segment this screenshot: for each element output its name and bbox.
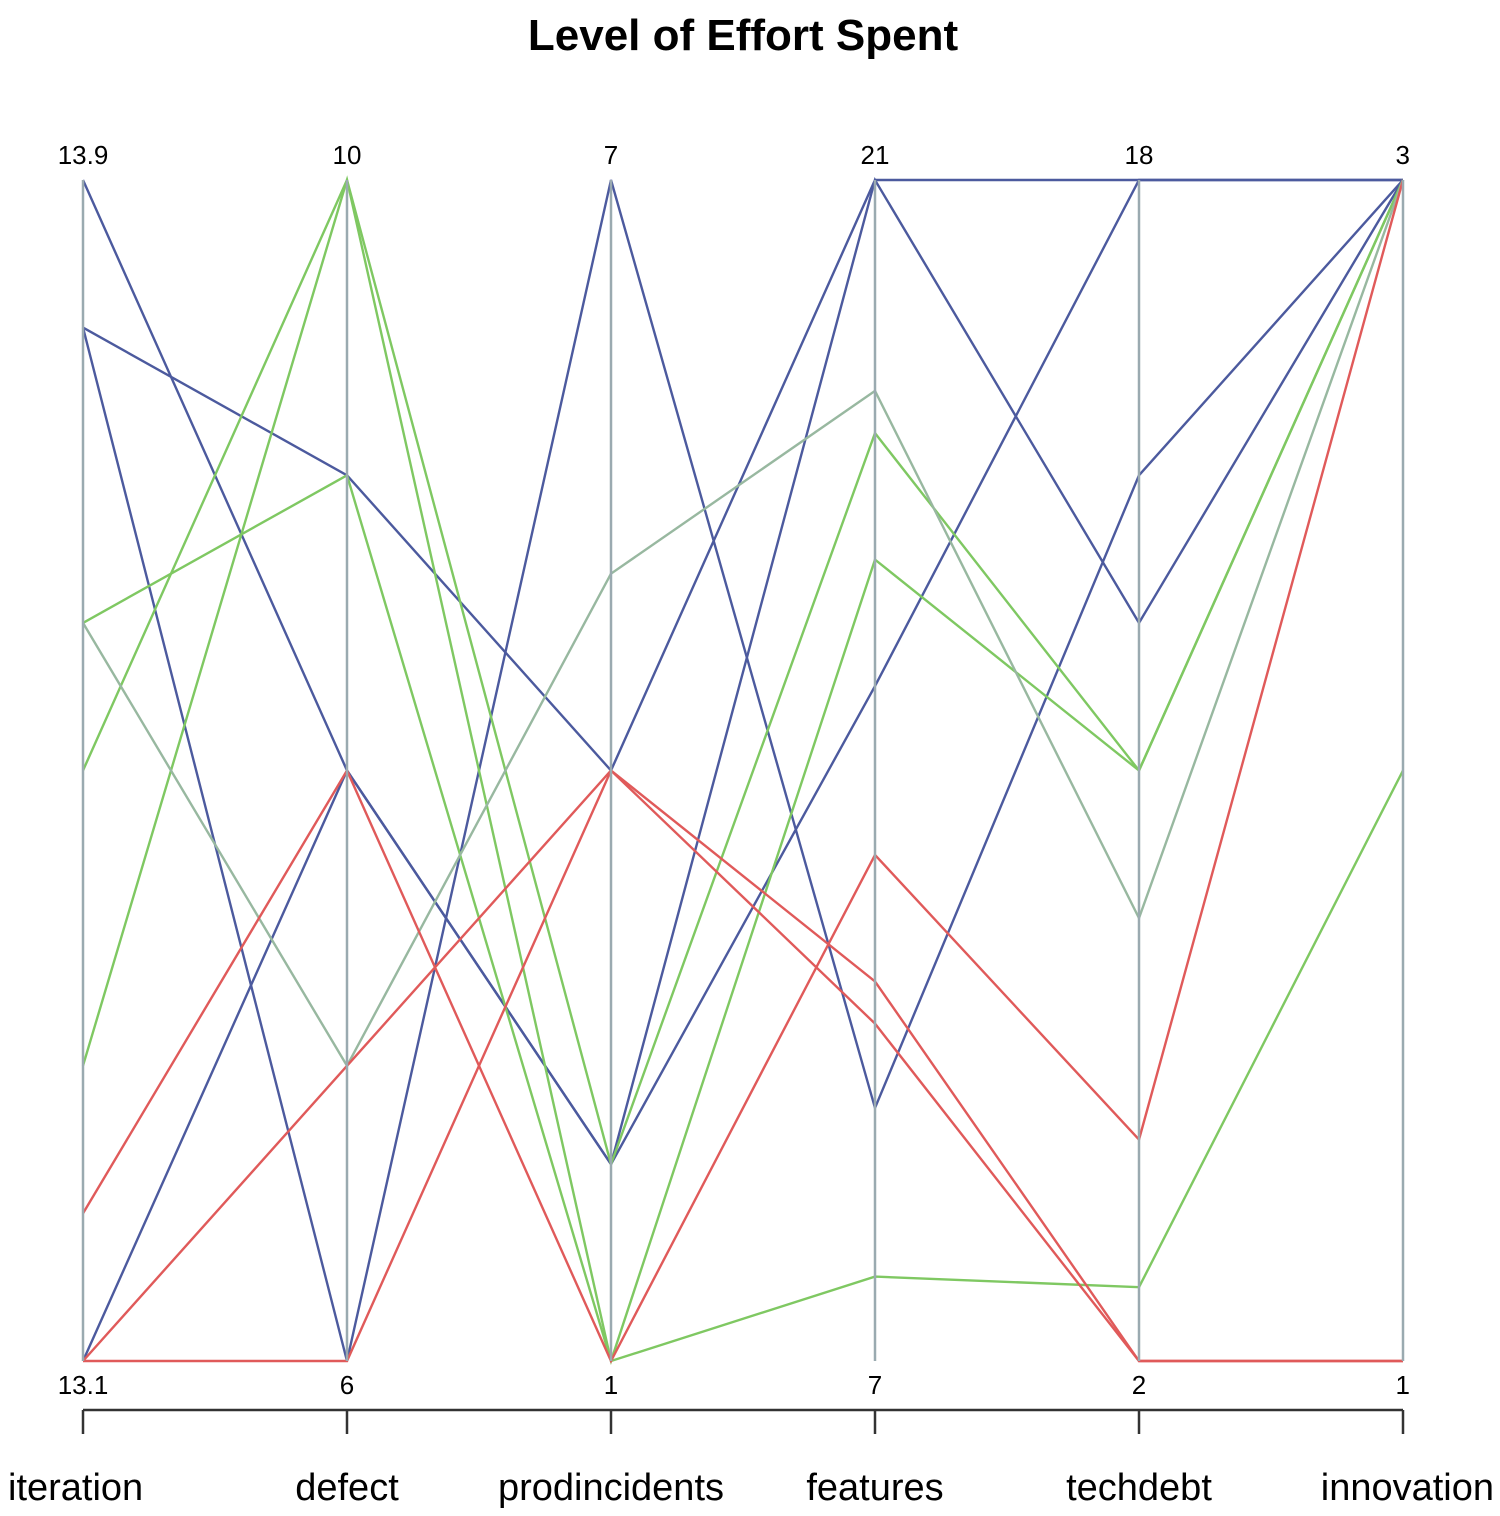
axis-max-label-prodincidents: 7	[604, 140, 618, 170]
axis-min-label-iteration: 13.1	[58, 1370, 109, 1400]
axis-name-prodincidents: prodincidents	[498, 1467, 724, 1509]
axis-min-label-prodincidents: 1	[604, 1370, 618, 1400]
axis-name-features: features	[806, 1467, 943, 1509]
series-line-10	[82, 768, 1403, 1363]
series-line-3	[81, 179, 1404, 1362]
axis-max-label-iteration: 13.9	[58, 140, 109, 170]
axis-name-techdebt: techdebt	[1066, 1467, 1212, 1509]
series-line-6	[81, 175, 1405, 1363]
series-line-4	[81, 178, 1403, 1362]
axis-min-label-techdebt: 2	[1132, 1370, 1146, 1400]
axes: 13.9 13.1 iteration 10 6 defect 7 1 prodincident…	[8, 140, 1494, 1509]
series-line-7	[82, 179, 1405, 1366]
axis-min-label-features: 7	[868, 1370, 882, 1400]
axis-max-label-features: 21	[861, 140, 890, 170]
axis-name-defect: defect	[295, 1467, 399, 1509]
series-lines	[81, 175, 1405, 1366]
axis-min-label-innovation: 1	[1396, 1370, 1410, 1400]
series-line-8	[81, 179, 1405, 1069]
series-line-11	[83, 768, 1403, 1363]
chart-title: Level of Effort Spent	[528, 11, 959, 60]
axis-min-label-defect: 6	[340, 1370, 354, 1400]
series-line-1	[81, 176, 1405, 1168]
axis-name-iteration: iteration	[8, 1467, 143, 1509]
series-line-2	[82, 178, 1403, 773]
axis-max-label-innovation: 3	[1396, 140, 1410, 170]
axis-name-innovation: innovation	[1321, 1467, 1494, 1509]
axis-max-label-techdebt: 18	[1125, 140, 1154, 170]
axis-max-label-defect: 10	[333, 140, 362, 170]
series-line-9	[81, 179, 1405, 1364]
